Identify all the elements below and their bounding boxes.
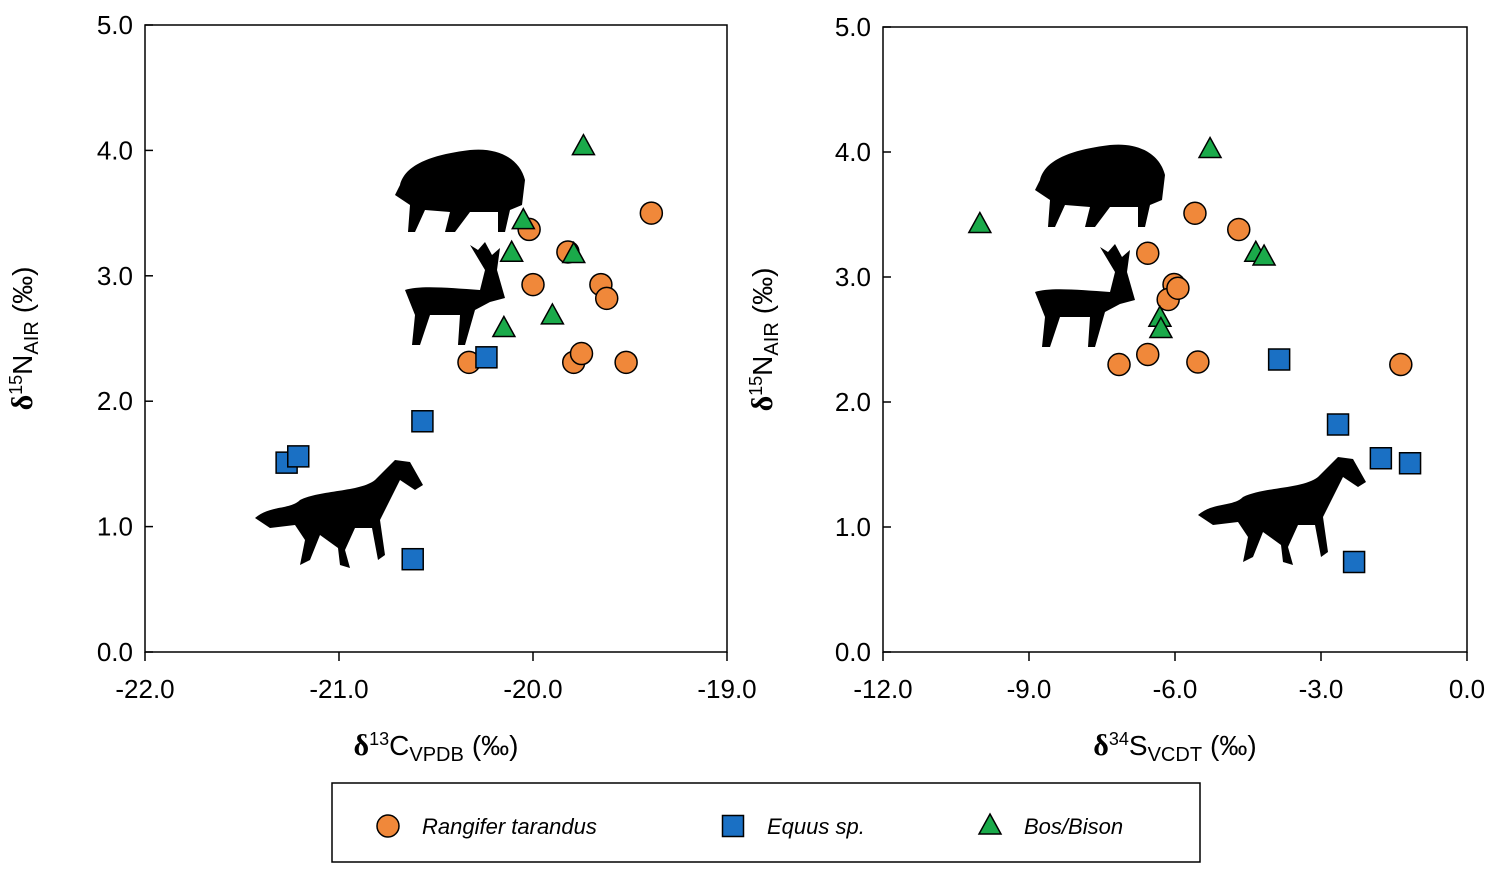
data-point bbox=[1400, 453, 1421, 474]
data-point bbox=[493, 316, 515, 336]
data-point bbox=[1390, 354, 1412, 376]
y-tick-label: 1.0 bbox=[97, 512, 133, 542]
data-point bbox=[501, 241, 523, 261]
axis-label: δ13CVPDB (‰) bbox=[354, 729, 519, 766]
data-point bbox=[476, 347, 497, 368]
x-tick-label: -6.0 bbox=[1153, 674, 1198, 704]
data-point bbox=[541, 304, 563, 324]
data-point bbox=[1328, 414, 1349, 435]
axis-label-part: 15 bbox=[6, 375, 26, 395]
horse-silhouette bbox=[255, 460, 423, 568]
axis-label-part: AIR bbox=[21, 321, 43, 354]
axis-label-part: VCDT bbox=[1148, 744, 1202, 766]
plot-frame bbox=[145, 25, 727, 652]
legend-label: Equus sp. bbox=[767, 814, 865, 839]
data-point bbox=[1167, 277, 1189, 299]
axis-label-part: N bbox=[747, 356, 778, 376]
axis-label: δ15NAIR (‰) bbox=[6, 267, 43, 411]
legend-label: Rangifer tarandus bbox=[422, 814, 597, 839]
data-point bbox=[1184, 202, 1206, 224]
data-point bbox=[571, 343, 593, 365]
legend-marker bbox=[723, 816, 744, 837]
data-point bbox=[1108, 354, 1130, 376]
y-tick-label: 5.0 bbox=[835, 12, 871, 42]
data-point bbox=[402, 549, 423, 570]
axis-label-part: AIR bbox=[761, 322, 783, 355]
x-tick-label: -19.0 bbox=[697, 674, 756, 704]
data-point bbox=[1199, 138, 1221, 158]
y-tick-label: 4.0 bbox=[835, 137, 871, 167]
y-tick-label: 0.0 bbox=[97, 637, 133, 667]
x-tick-label: -21.0 bbox=[309, 674, 368, 704]
x-tick-label: 0.0 bbox=[1449, 674, 1485, 704]
axis-label-part: δ bbox=[6, 395, 39, 411]
data-point bbox=[1137, 344, 1159, 366]
data-point bbox=[1344, 552, 1365, 573]
bison-silhouette bbox=[395, 150, 525, 232]
axis-label: δ34SVCDT (‰) bbox=[1093, 729, 1256, 766]
axis-label: δ15NAIR (‰) bbox=[746, 268, 783, 412]
axis-label-part: δ bbox=[354, 729, 370, 762]
x-tick-label: -3.0 bbox=[1299, 674, 1344, 704]
data-point bbox=[412, 411, 433, 432]
caribou-silhouette bbox=[405, 242, 505, 345]
data-point bbox=[596, 287, 618, 309]
data-point bbox=[615, 351, 637, 373]
axis-label-part: 13 bbox=[369, 729, 389, 749]
y-tick-label: 1.0 bbox=[835, 512, 871, 542]
axis-label-part: δ bbox=[746, 396, 779, 412]
data-point bbox=[640, 202, 662, 224]
y-tick-label: 2.0 bbox=[97, 386, 133, 416]
axis-label-part: C bbox=[389, 730, 409, 761]
axis-label-part: N bbox=[7, 355, 38, 375]
data-point bbox=[288, 446, 309, 467]
y-tick-label: 3.0 bbox=[835, 262, 871, 292]
axis-label-part: S bbox=[1129, 730, 1148, 761]
axis-label-part: (‰) bbox=[1210, 730, 1257, 761]
x-tick-label: -12.0 bbox=[853, 674, 912, 704]
data-point bbox=[1137, 242, 1159, 264]
data-point bbox=[522, 274, 544, 296]
x-tick-label: -22.0 bbox=[115, 674, 174, 704]
horse-silhouette bbox=[1198, 457, 1366, 565]
axis-label-part: (‰) bbox=[747, 268, 778, 315]
data-point bbox=[1187, 351, 1209, 373]
axis-label-part: 34 bbox=[1109, 729, 1129, 749]
legend-marker bbox=[377, 815, 399, 837]
axis-label-part: 15 bbox=[746, 376, 766, 396]
figure: 0.01.02.03.04.05.0-22.0-21.0-20.0-19.0δ1… bbox=[0, 0, 1504, 866]
x-tick-label: -9.0 bbox=[1007, 674, 1052, 704]
y-tick-label: 2.0 bbox=[835, 387, 871, 417]
y-tick-label: 0.0 bbox=[835, 637, 871, 667]
bison-silhouette bbox=[1035, 145, 1165, 227]
axis-label-part: (‰) bbox=[7, 267, 38, 314]
axis-label-part: VPDB bbox=[409, 744, 463, 766]
data-point bbox=[1228, 219, 1250, 241]
plot-frame bbox=[883, 27, 1467, 652]
data-point bbox=[572, 135, 594, 155]
data-point bbox=[1370, 448, 1391, 469]
data-point bbox=[1269, 349, 1290, 370]
y-tick-label: 4.0 bbox=[97, 135, 133, 165]
y-tick-label: 3.0 bbox=[97, 261, 133, 291]
x-tick-label: -20.0 bbox=[503, 674, 562, 704]
legend-label: Bos/Bison bbox=[1024, 814, 1123, 839]
axis-label-part: (‰) bbox=[472, 730, 519, 761]
data-point bbox=[969, 213, 991, 233]
caribou-silhouette bbox=[1035, 244, 1135, 347]
y-tick-label: 5.0 bbox=[97, 10, 133, 40]
axis-label-part: δ bbox=[1093, 729, 1109, 762]
